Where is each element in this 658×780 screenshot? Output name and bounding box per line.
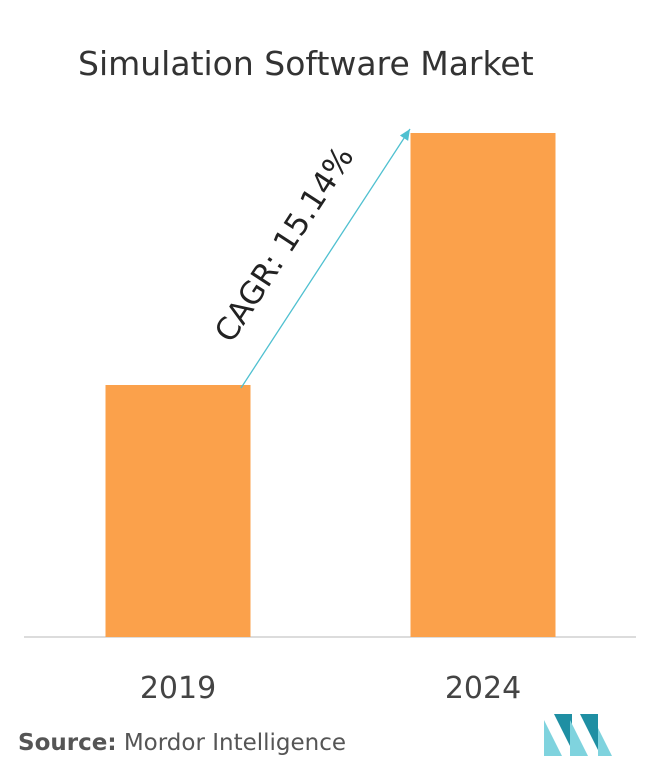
chart-title: Simulation Software Market bbox=[78, 44, 534, 83]
mordor-intelligence-logo-icon bbox=[544, 714, 612, 756]
cagr-label: CAGR: 15.14% bbox=[208, 140, 361, 348]
source-label: Source: bbox=[18, 730, 117, 756]
x-tick-label-2019: 2019 bbox=[140, 671, 216, 706]
source-text: Mordor Intelligence bbox=[123, 730, 347, 756]
bar-2019 bbox=[105, 385, 251, 637]
cagr-arrow-head bbox=[399, 129, 410, 141]
bar-2024 bbox=[410, 133, 556, 637]
source-note: Source: Mordor Intelligence bbox=[18, 730, 346, 756]
x-tick-label-2024: 2024 bbox=[445, 671, 521, 706]
cagr-arrow-line bbox=[240, 128, 411, 389]
bar-chart: 2019 2024 CAGR: 15.14% bbox=[24, 128, 636, 706]
